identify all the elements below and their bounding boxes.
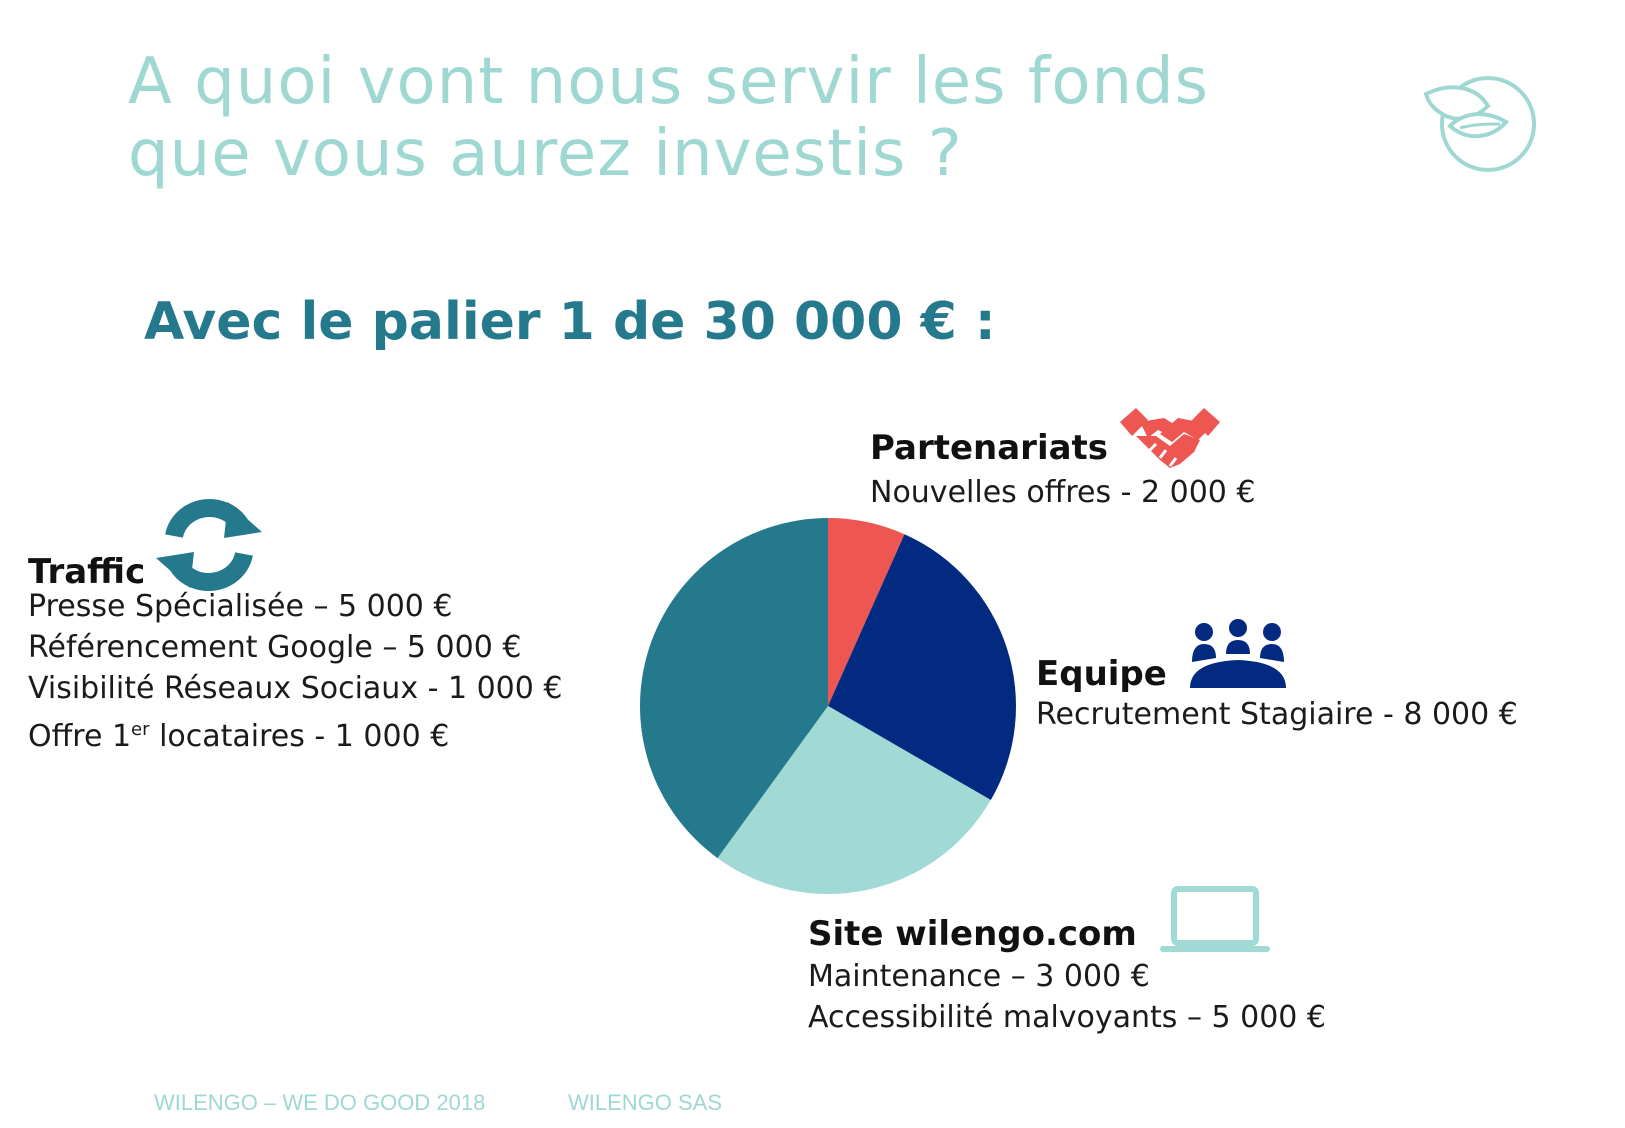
leaf-circle-icon	[1423, 76, 1536, 172]
page-title: A quoi vont nous servir les fonds que vo…	[128, 46, 1209, 190]
traffic-line-1: Presse Spécialisée – 5 000 €	[28, 589, 453, 624]
team-meeting-icon	[1190, 619, 1286, 688]
pie-chart	[640, 518, 1016, 894]
site-line-2: Accessibilité malvoyants – 5 000 €	[808, 1000, 1327, 1035]
pie-slice-site-wilengo-com	[717, 706, 991, 894]
page-title-line-1: A quoi vont nous servir les fonds	[128, 45, 1209, 119]
traffic-line-3: Visibilité Réseaux Sociaux - 1 000 €	[28, 671, 563, 706]
equipe-line-1: Recrutement Stagiaire - 8 000 €	[1036, 697, 1518, 732]
traffic-line-4-sup: er	[131, 719, 150, 740]
handshake-icon	[1120, 408, 1220, 468]
site-heading: Site wilengo.com	[808, 914, 1137, 954]
footer-right: WILENGO SAS	[568, 1090, 723, 1115]
pie-slices	[640, 518, 1016, 894]
traffic-line-4-suffix: locataires - 1 000 €	[149, 719, 450, 754]
laptop-icon	[1160, 886, 1270, 952]
equipe-block: Equipe Recrutement Stagiaire - 8 000 €	[1036, 618, 1518, 735]
traffic-block: Traffic Presse Spécialisée – 5 000 € Réf…	[28, 496, 562, 757]
traffic-heading: Traffic	[28, 552, 146, 592]
page-title-line-2: que vous aurez investis ?	[128, 117, 963, 191]
footer-left: WILENGO – WE DO GOOD 2018	[154, 1090, 486, 1115]
site-line-1: Maintenance – 3 000 €	[808, 959, 1150, 994]
subtitle: Avec le palier 1 de 30 000 € :	[144, 292, 996, 352]
pie-slice-partenariats	[828, 518, 905, 706]
partenariats-line-1: Nouvelles offres - 2 000 €	[870, 475, 1256, 510]
traffic-line-4: Offre 1er locataires - 1 000 €	[28, 709, 562, 757]
pie-slice-traffic	[640, 518, 828, 859]
traffic-line-4-prefix: Offre 1	[28, 719, 132, 754]
partenariats-block: Partenariats Nouvelles offres - 2 000 €	[870, 408, 1256, 513]
pie-slice-equipe	[828, 534, 1016, 800]
equipe-heading: Equipe	[1036, 654, 1167, 694]
traffic-line-2: Référencement Google – 5 000 €	[28, 630, 522, 665]
site-block: Site wilengo.com Maintenance – 3 000 € A…	[808, 886, 1326, 1038]
partenariats-heading: Partenariats	[870, 428, 1109, 468]
refresh-icon	[156, 499, 262, 591]
